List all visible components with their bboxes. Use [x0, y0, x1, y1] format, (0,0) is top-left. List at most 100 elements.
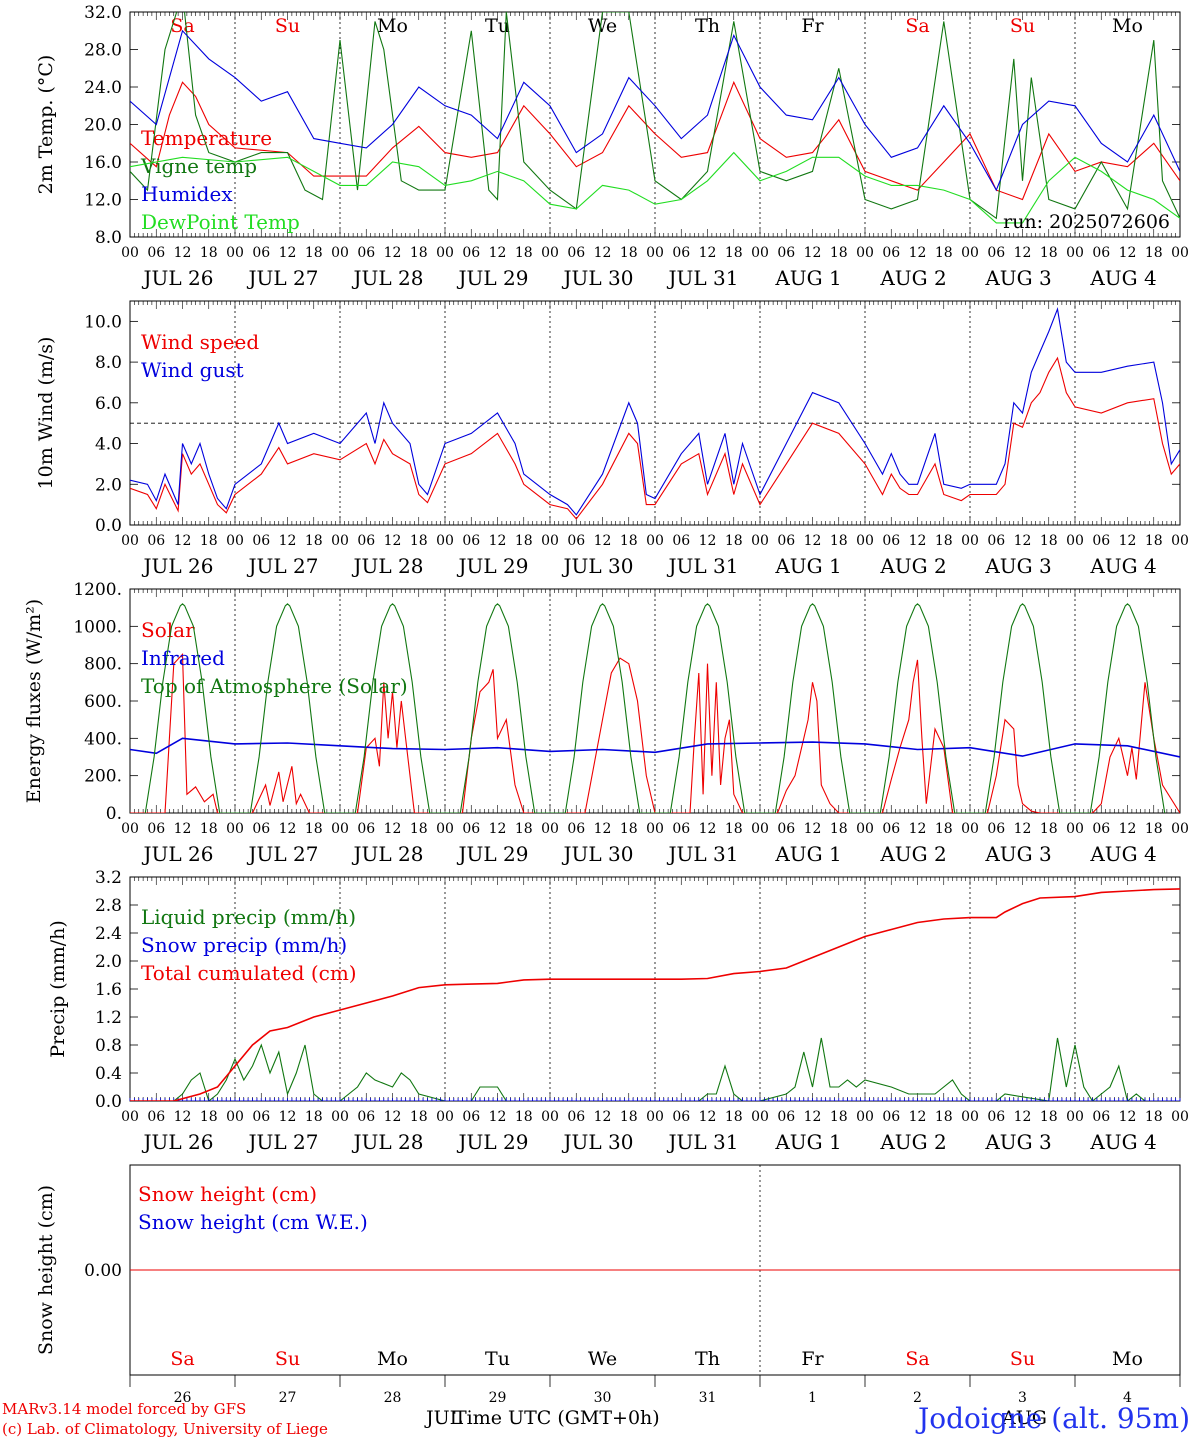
x-hour-label: 06 — [147, 821, 165, 837]
x-hour-label: 12 — [1119, 245, 1137, 261]
x-hour-label: 00 — [1171, 245, 1189, 261]
x-hour-label: 00 — [1066, 821, 1084, 837]
x-hour-label: 12 — [804, 821, 822, 837]
day-number-label: 3 — [1018, 1390, 1027, 1406]
y-tick-label: 32.0 — [84, 3, 122, 23]
legend-entry: Solar — [141, 618, 195, 642]
x-date-label: AUG 3 — [984, 554, 1051, 578]
x-hour-label: 12 — [699, 533, 717, 549]
legend-entry: Wind speed — [141, 330, 259, 354]
x-hour-label: 06 — [1092, 245, 1110, 261]
x-hour-label: 00 — [646, 533, 664, 549]
y-axis-label: Energy fluxes (W/m²) — [23, 599, 45, 803]
x-hour-label: 00 — [121, 1109, 139, 1125]
x-hour-label: 12 — [489, 1109, 507, 1125]
weekday-label: Sa — [170, 15, 194, 37]
x-hour-label: 00 — [751, 1109, 769, 1125]
x-hour-label: 18 — [200, 245, 218, 261]
series-line-3 — [130, 888, 1180, 1101]
x-hour-label: 06 — [672, 1109, 690, 1125]
x-hour-label: 12 — [909, 533, 927, 549]
x-hour-label: 00 — [226, 533, 244, 549]
x-hour-label: 12 — [594, 1109, 612, 1125]
x-date-label: AUG 4 — [1089, 554, 1156, 578]
x-hour-label: 18 — [1040, 533, 1058, 549]
x-hour-label: 06 — [567, 821, 585, 837]
weekday-label: Su — [1010, 1348, 1035, 1370]
x-hour-label: 00 — [646, 821, 664, 837]
y-tick-label: 0.0 — [95, 516, 122, 536]
x-hour-label: 00 — [331, 533, 349, 549]
series-line-1 — [130, 1037, 1180, 1101]
x-hour-label: 06 — [567, 1109, 585, 1125]
x-hour-label: 00 — [1066, 245, 1084, 261]
x-hour-label: 06 — [252, 821, 270, 837]
x-hour-label: 18 — [515, 1109, 533, 1125]
credits-model: MARv3.14 model forced by GFS — [2, 1400, 246, 1418]
x-hour-label: 00 — [856, 533, 874, 549]
weekday-label: We — [588, 15, 617, 37]
x-date-label: AUG 1 — [774, 1130, 841, 1154]
x-hour-label: 00 — [961, 533, 979, 549]
x-hour-label: 18 — [305, 1109, 323, 1125]
y-tick-label: 16.0 — [84, 153, 122, 173]
legend-entry: Snow precip (mm/h) — [141, 933, 347, 957]
x-date-label: AUG 4 — [1089, 1130, 1156, 1154]
x-hour-label: 06 — [147, 533, 165, 549]
x-hour-label: 06 — [672, 245, 690, 261]
y-tick-label: 3.2 — [95, 868, 122, 888]
x-date-label: JUL 29 — [457, 1130, 529, 1154]
x-hour-label: 00 — [226, 245, 244, 261]
x-hour-label: 00 — [646, 245, 664, 261]
x-hour-label: 12 — [594, 821, 612, 837]
x-hour-label: 18 — [1040, 1109, 1058, 1125]
x-date-label: AUG 3 — [984, 266, 1051, 290]
day-number-label: 26 — [174, 1390, 192, 1406]
x-hour-label: 18 — [515, 245, 533, 261]
credits-lab: (c) Lab. of Climatology, University of L… — [2, 1420, 328, 1438]
panels: 8.012.016.020.024.028.032.02m Temp. (°C)… — [23, 3, 1189, 1406]
y-tick-label: 2.0 — [95, 475, 122, 495]
x-hour-label: 06 — [1092, 1109, 1110, 1125]
x-date-label: AUG 2 — [879, 1130, 946, 1154]
day-number-label: 30 — [594, 1390, 612, 1406]
x-date-label: JUL 27 — [247, 1130, 319, 1154]
x-hour-label: 12 — [804, 533, 822, 549]
x-hour-label: 18 — [620, 533, 638, 549]
x-hour-label: 12 — [1014, 1109, 1032, 1125]
x-hour-label: 06 — [462, 1109, 480, 1125]
x-hour-label: 18 — [1145, 533, 1163, 549]
x-hour-label: 06 — [882, 533, 900, 549]
x-hour-label: 12 — [699, 821, 717, 837]
x-hour-label: 18 — [305, 821, 323, 837]
day-number-label: 28 — [384, 1390, 402, 1406]
y-tick-label: 0.0 — [95, 1092, 122, 1112]
x-date-label: AUG 2 — [879, 842, 946, 866]
x-hour-label: 00 — [856, 245, 874, 261]
x-hour-label: 12 — [279, 821, 297, 837]
x-hour-label: 12 — [174, 533, 192, 549]
weekday-label: Mo — [377, 1348, 408, 1370]
x-hour-label: 06 — [672, 821, 690, 837]
x-hour-label: 12 — [804, 1109, 822, 1125]
x-hour-label: 06 — [777, 821, 795, 837]
x-date-label: JUL 26 — [142, 1130, 214, 1154]
x-hour-label: 06 — [777, 1109, 795, 1125]
weekday-label: Sa — [905, 15, 929, 37]
x-date-label: JUL 28 — [352, 554, 424, 578]
x-hour-label: 18 — [830, 1109, 848, 1125]
x-hour-label: 12 — [279, 245, 297, 261]
x-hour-label: 06 — [777, 245, 795, 261]
x-hour-label: 12 — [384, 245, 402, 261]
x-hour-label: 06 — [987, 533, 1005, 549]
day-number-label: 29 — [489, 1390, 507, 1406]
x-date-label: JUL 31 — [667, 842, 739, 866]
y-axis-label: Snow height (cm) — [35, 1185, 57, 1355]
x-hour-label: 06 — [252, 1109, 270, 1125]
x-date-label: JUL 31 — [667, 1130, 739, 1154]
x-date-label: AUG 1 — [774, 266, 841, 290]
x-date-label: JUL 28 — [352, 842, 424, 866]
panel-2: 0.0 2.0 4.0 6.0 8.0 10.0 10m Wind (m/s) 00 06 12 1… — [35, 300, 1189, 578]
x-date-label: JUL 28 — [352, 1130, 424, 1154]
